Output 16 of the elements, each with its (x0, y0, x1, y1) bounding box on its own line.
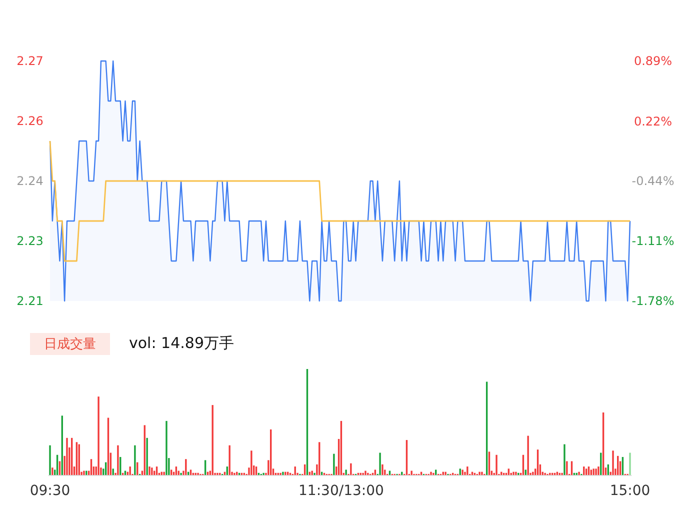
line-series (49, 140, 631, 262)
text: vol: 14.89万手 (129, 334, 234, 352)
x-tick-label: 09:30 (30, 483, 70, 499)
y2-tick-label: 0.22% (634, 114, 672, 128)
y2-tick-label: -1.78% (632, 294, 674, 308)
y-tick-label: 2.24 (16, 174, 44, 188)
y-tick-label: 2.23 (16, 234, 44, 248)
y-tick-label: 2.26 (16, 114, 44, 128)
y-tick-label: 2.21 (16, 294, 44, 308)
y2-tick-label: 0.89% (634, 54, 672, 68)
y-tick-label: 2.27 (16, 54, 44, 68)
x-tick-label: 11:30/13:00 (298, 483, 384, 499)
y2-tick-label: -1.11% (632, 234, 674, 248)
text: 日成交量 (44, 336, 96, 352)
y2-tick-label: -0.44% (632, 174, 674, 188)
x-tick-label: 15:00 (610, 483, 650, 499)
